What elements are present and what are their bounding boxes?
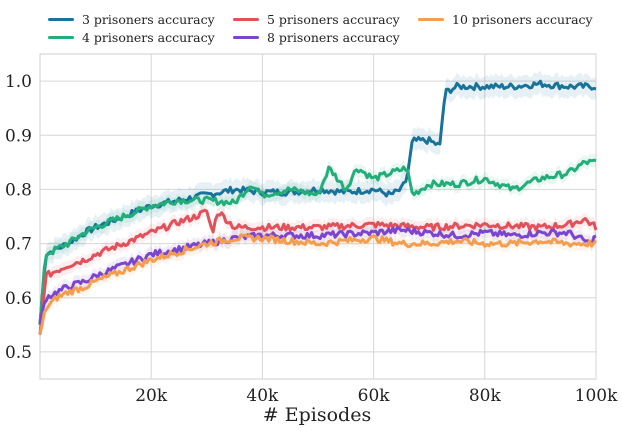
legend-item-10-prisoners: 10 prisoners accuracy	[418, 10, 593, 28]
y-tick-label: 0.6	[5, 289, 32, 309]
confidence-band-3	[40, 203, 596, 341]
y-tick-label: 0.7	[5, 235, 32, 255]
series-line-4	[38, 226, 597, 325]
series-lines	[38, 79, 598, 335]
grid	[39, 53, 597, 380]
x-tick-label: 100k	[575, 386, 618, 406]
x-axis-label: # Episodes	[263, 404, 371, 426]
series-line-2	[38, 158, 597, 324]
legend: 3 prisoners accuracy 4 prisoners accurac…	[48, 8, 618, 48]
legend-label-10-prisoners: 10 prisoners accuracy	[452, 11, 593, 27]
x-tick-label: 80k	[469, 386, 502, 406]
legend-item-4-prisoners: 4 prisoners accuracy	[48, 28, 215, 46]
x-tick-label: 60k	[358, 386, 391, 406]
series-line-3	[38, 208, 598, 335]
legend-label-4-prisoners: 4 prisoners accuracy	[82, 29, 215, 45]
y-axis-ticks: 0.5 0.6 0.7 0.8 0.9 1.0	[5, 72, 32, 363]
legend-item-8-prisoners: 8 prisoners accuracy	[233, 28, 400, 46]
legend-swatch-5-prisoners	[233, 17, 259, 21]
y-tick-label: 0.5	[5, 343, 32, 363]
x-tick-label: 40k	[246, 386, 279, 406]
x-tick-label: 20k	[135, 386, 168, 406]
confidence-band-5	[40, 228, 596, 341]
legend-swatch-4-prisoners	[48, 35, 74, 39]
legend-item-3-prisoners: 3 prisoners accuracy	[48, 10, 215, 28]
legend-item-5-prisoners: 5 prisoners accuracy	[233, 10, 400, 28]
series-line-5	[38, 233, 598, 335]
legend-label-8-prisoners: 8 prisoners accuracy	[267, 29, 400, 45]
legend-label-5-prisoners: 5 prisoners accuracy	[267, 11, 400, 27]
legend-swatch-3-prisoners	[48, 17, 74, 21]
confidence-band-1	[40, 70, 596, 336]
legend-swatch-10-prisoners	[418, 17, 444, 21]
legend-label-3-prisoners: 3 prisoners accuracy	[82, 11, 215, 27]
y-tick-label: 0.9	[5, 126, 32, 146]
legend-swatch-8-prisoners	[233, 35, 259, 39]
x-axis-ticks: 20k 40k 60k 80k 100k	[135, 386, 618, 406]
y-tick-label: 1.0	[5, 72, 32, 92]
y-tick-label: 0.8	[5, 180, 32, 200]
